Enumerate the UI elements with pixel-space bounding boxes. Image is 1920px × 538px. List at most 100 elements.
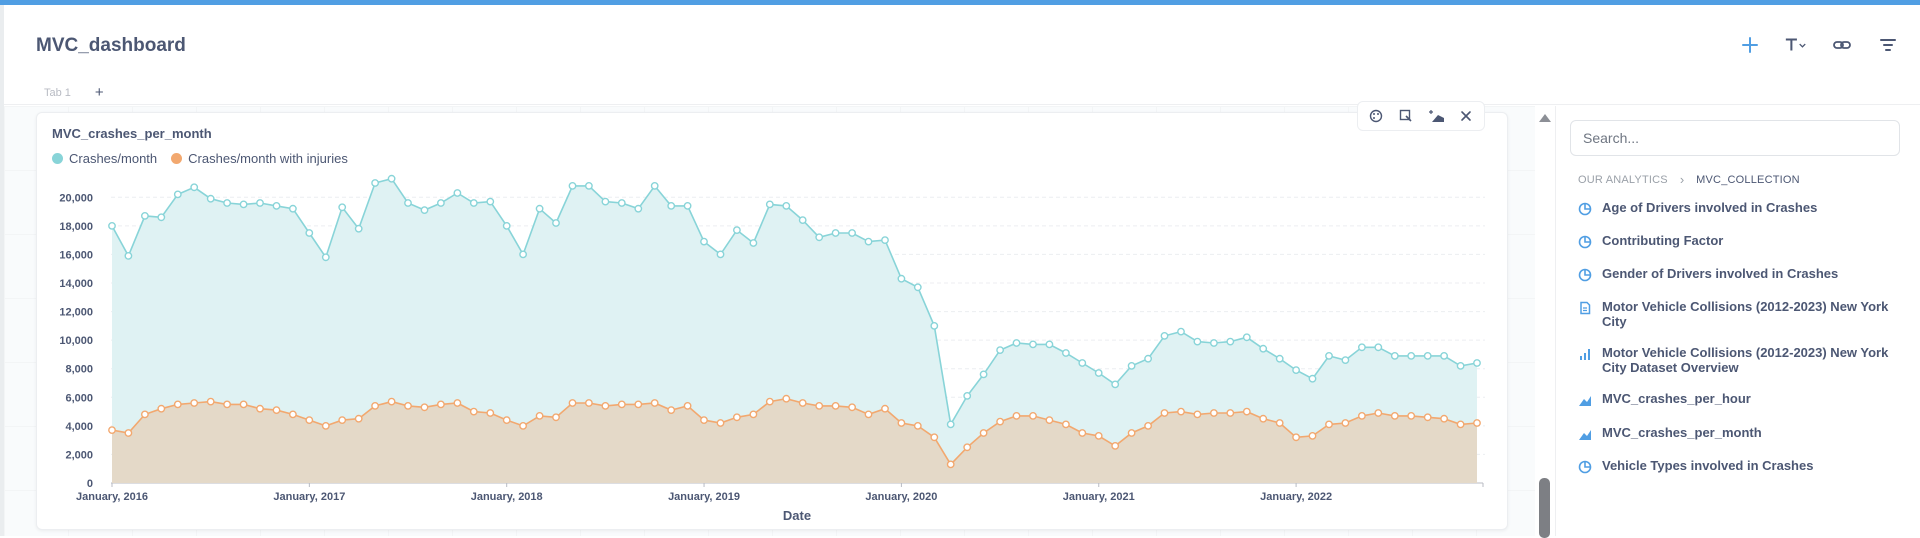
y-tick-label: 0 bbox=[87, 478, 93, 490]
card-title[interactable]: MVC_crashes_per_month bbox=[52, 126, 212, 141]
sidebar-item[interactable]: Age of Drivers involved in Crashes bbox=[1578, 200, 1908, 216]
sidebar-item[interactable]: MVC_crashes_per_hour bbox=[1578, 391, 1908, 407]
add-tab-button[interactable]: + bbox=[94, 84, 104, 101]
data-point bbox=[1473, 359, 1481, 367]
sidebar-item[interactable]: Motor Vehicle Collisions (2012-2023) New… bbox=[1578, 299, 1908, 329]
plus-icon[interactable] bbox=[1738, 33, 1762, 57]
data-point bbox=[354, 224, 363, 233]
data-point bbox=[1292, 366, 1301, 375]
data-point bbox=[848, 403, 856, 412]
filter-icon[interactable] bbox=[1876, 33, 1900, 57]
data-point bbox=[881, 404, 889, 413]
scroll-thumb[interactable] bbox=[1539, 478, 1550, 538]
data-point bbox=[141, 410, 149, 419]
data-point bbox=[552, 413, 560, 422]
legend-item-crashes[interactable]: Crashes/month bbox=[52, 151, 157, 166]
visualization-icon[interactable] bbox=[1426, 106, 1446, 126]
data-point bbox=[1440, 351, 1449, 360]
data-point bbox=[420, 403, 429, 412]
data-point bbox=[190, 399, 199, 407]
pie-icon bbox=[1578, 268, 1592, 282]
data-point bbox=[815, 401, 824, 410]
data-point bbox=[535, 411, 544, 420]
sidebar-item[interactable]: Gender of Drivers involved in Crashes bbox=[1578, 266, 1908, 282]
data-point bbox=[946, 420, 955, 429]
dashboard-title[interactable]: MVC_dashboard bbox=[36, 35, 186, 56]
data-point bbox=[650, 399, 659, 407]
data-point bbox=[1127, 361, 1136, 370]
data-point bbox=[305, 229, 314, 237]
data-point bbox=[1029, 340, 1037, 349]
search-input[interactable] bbox=[1570, 120, 1900, 156]
data-point bbox=[239, 200, 248, 209]
data-point bbox=[1062, 349, 1070, 357]
data-point bbox=[371, 179, 379, 187]
data-point bbox=[881, 236, 889, 245]
series-area bbox=[112, 398, 1477, 483]
close-icon[interactable] bbox=[1456, 106, 1476, 126]
data-point bbox=[108, 426, 116, 434]
legend-item-injuries[interactable]: Crashes/month with injuries bbox=[171, 151, 348, 166]
y-tick-label: 16,000 bbox=[59, 249, 93, 261]
sidebar-item[interactable]: Vehicle Types involved in Crashes bbox=[1578, 458, 1908, 474]
data-point bbox=[453, 189, 462, 197]
data-point bbox=[798, 216, 807, 225]
y-tick-label: 18,000 bbox=[59, 221, 93, 233]
data-point bbox=[1062, 420, 1070, 429]
data-point bbox=[1177, 407, 1185, 416]
sidebar-item-label: Motor Vehicle Collisions (2012-2023) New… bbox=[1602, 299, 1889, 329]
data-point bbox=[1275, 354, 1284, 363]
data-point bbox=[387, 174, 396, 183]
data-point bbox=[124, 251, 133, 260]
sidebar-item[interactable]: Contributing Factor bbox=[1578, 233, 1908, 249]
data-point bbox=[1308, 431, 1317, 440]
sidebar-item-label: Age of Drivers involved in Crashes bbox=[1602, 200, 1818, 215]
data-point bbox=[1259, 414, 1268, 423]
bar-icon bbox=[1578, 347, 1592, 361]
data-point bbox=[502, 222, 511, 230]
y-tick-label: 4,000 bbox=[65, 421, 93, 433]
x-tick-label: January, 2018 bbox=[471, 491, 543, 503]
data-point bbox=[1341, 419, 1350, 427]
breadcrumb-root[interactable]: OUR ANALYTICS bbox=[1578, 173, 1668, 186]
data-point bbox=[206, 397, 215, 406]
link-icon[interactable] bbox=[1830, 33, 1854, 57]
data-point bbox=[1045, 340, 1054, 349]
data-point bbox=[1358, 343, 1366, 352]
replace-icon[interactable] bbox=[1396, 106, 1416, 126]
data-point bbox=[108, 222, 116, 230]
data-point bbox=[124, 429, 133, 437]
sidebar-item-label: Gender of Drivers involved in Crashes bbox=[1602, 266, 1839, 281]
data-point bbox=[256, 199, 264, 207]
breadcrumb-current[interactable]: MVC_COLLECTION bbox=[1696, 173, 1800, 186]
chart-card[interactable]: MVC_crashes_per_month Crashes/month Cras… bbox=[36, 101, 1508, 530]
data-point bbox=[404, 199, 412, 207]
y-tick-label: 6,000 bbox=[65, 392, 93, 404]
data-point bbox=[519, 421, 527, 430]
sidebar-item-label: Motor Vehicle Collisions (2012-2023) New… bbox=[1602, 345, 1889, 375]
scroll-up-arrow[interactable] bbox=[1539, 114, 1551, 122]
tab-1[interactable]: Tab 1 bbox=[44, 86, 71, 99]
sidebar-item[interactable]: MVC_crashes_per_month bbox=[1578, 425, 1908, 441]
text-icon[interactable] bbox=[1784, 33, 1808, 57]
data-point bbox=[996, 417, 1004, 426]
data-point bbox=[387, 397, 396, 406]
legend-label: Crashes/month with injuries bbox=[188, 151, 348, 166]
data-point bbox=[634, 400, 643, 409]
data-point bbox=[913, 283, 922, 292]
sidebar-item[interactable]: Motor Vehicle Collisions (2012-2023) New… bbox=[1578, 345, 1908, 375]
sidebar-item-label: MVC_crashes_per_month bbox=[1602, 425, 1762, 440]
x-tick-label: January, 2019 bbox=[668, 491, 740, 503]
data-point bbox=[617, 199, 626, 207]
data-point bbox=[716, 250, 725, 259]
data-point bbox=[1423, 413, 1432, 422]
data-point bbox=[272, 202, 281, 210]
data-point bbox=[288, 410, 297, 419]
palette-icon[interactable] bbox=[1366, 106, 1386, 126]
data-point bbox=[1210, 409, 1218, 417]
data-point bbox=[1292, 433, 1301, 442]
data-point bbox=[223, 400, 232, 409]
data-point bbox=[765, 397, 774, 406]
data-point bbox=[996, 346, 1004, 355]
canvas-scrollbar[interactable] bbox=[1535, 106, 1555, 538]
